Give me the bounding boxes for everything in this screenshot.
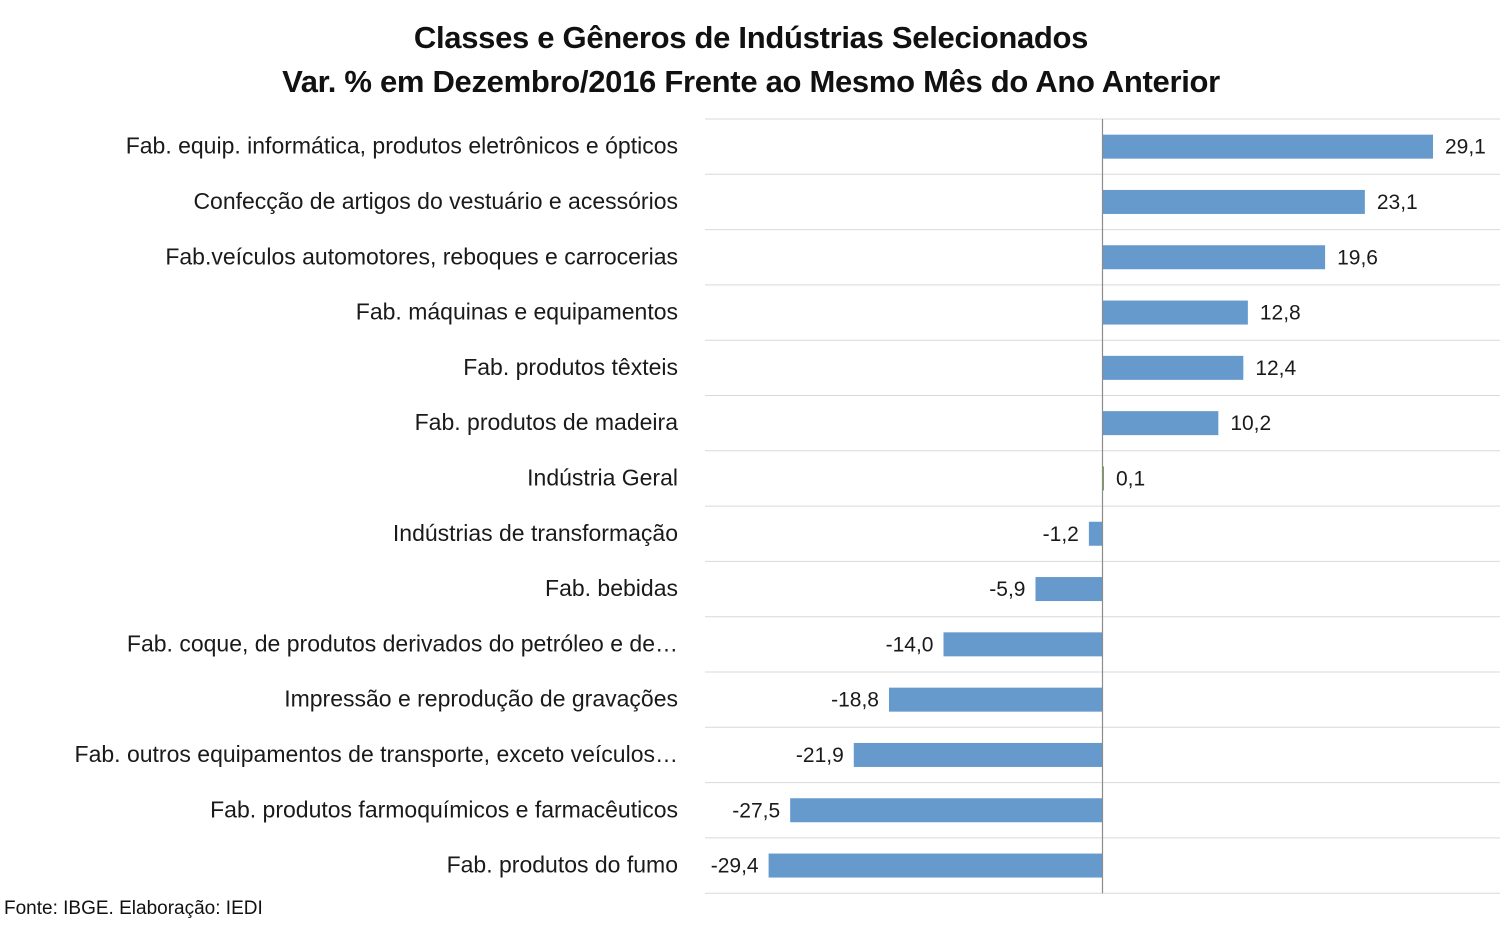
- bar: [1102, 189, 1365, 214]
- bar: [853, 742, 1103, 767]
- category-label: Fab. outros equipamentos de transporte, …: [75, 741, 678, 767]
- bar: [888, 687, 1103, 712]
- data-label: -18,8: [831, 689, 879, 712]
- category-label: Impressão e reprodução de gravações: [284, 686, 678, 712]
- bar: [1102, 300, 1248, 325]
- data-label: 29,1: [1445, 136, 1486, 159]
- bar: [768, 853, 1103, 878]
- bar: [1102, 355, 1244, 380]
- data-label: -14,0: [886, 633, 934, 656]
- category-label: Fab. bebidas: [545, 575, 678, 601]
- chart-subtitle: Var. % em Dezembro/2016 Frente ao Mesmo …: [282, 64, 1220, 99]
- bar: [943, 632, 1103, 657]
- category-label: Fab. produtos farmoquímicos e farmacêuti…: [210, 796, 678, 822]
- data-label: 0,1: [1116, 467, 1145, 490]
- bar: [1102, 245, 1326, 270]
- data-label: -29,4: [711, 855, 759, 878]
- bar: [1102, 134, 1433, 159]
- category-label: Confecção de artigos do vestuário e aces…: [193, 188, 678, 214]
- data-label: 12,8: [1260, 302, 1301, 325]
- data-label: -21,9: [796, 744, 844, 767]
- category-label: Fab. produtos do fumo: [447, 852, 678, 878]
- category-label: Fab. produtos têxteis: [463, 354, 678, 380]
- category-label: Indústria Geral: [527, 464, 678, 490]
- bar: [1102, 466, 1104, 491]
- data-label: 19,6: [1337, 246, 1378, 269]
- category-label: Indústrias de transformação: [393, 520, 678, 546]
- source-note: Fonte: IBGE. Elaboração: IEDI: [4, 898, 263, 919]
- chart-title: Classes e Gêneros de Indústrias Selecion…: [413, 20, 1089, 55]
- category-label: Fab. coque, de produtos derivados do pet…: [127, 630, 678, 656]
- data-label: -5,9: [989, 578, 1025, 601]
- bar: [1035, 577, 1103, 602]
- bar: [1102, 411, 1219, 436]
- data-label: 23,1: [1377, 191, 1418, 214]
- data-label: 12,4: [1255, 357, 1296, 380]
- data-label: -27,5: [732, 799, 780, 822]
- category-label: Fab. produtos de madeira: [415, 409, 679, 435]
- category-label: Fab. equip. informática, produtos eletrô…: [126, 133, 678, 159]
- category-label: Fab. máquinas e equipamentos: [356, 299, 678, 325]
- category-label: Fab.veículos automotores, reboques e car…: [165, 243, 678, 269]
- bar: [790, 798, 1103, 823]
- data-label: 10,2: [1230, 412, 1271, 435]
- bar: [1088, 521, 1103, 546]
- data-label: -1,2: [1043, 523, 1079, 546]
